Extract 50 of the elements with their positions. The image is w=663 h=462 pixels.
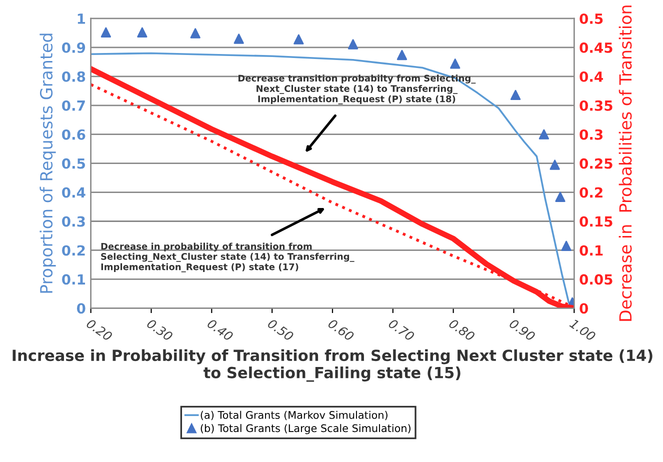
y2-tick-label: 0.15: [580, 216, 612, 227]
x-tick-label: 0.20: [86, 318, 113, 342]
y-tick-label: 1: [78, 14, 86, 24]
legend-label: (b) Total Grants (Large Scale Simulation): [200, 424, 410, 434]
x-tick-label: 1.00: [569, 318, 596, 342]
legend-label: (a) Total Grants (Markov Simulation): [200, 410, 388, 420]
annotation: Decrease in probability of transition from Selecting_Next_Cluster state (14) to Transferring_ Implementation_Request (P) state (17): [101, 242, 354, 272]
point: [396, 50, 408, 60]
x-tick-label: 0.70: [388, 318, 416, 342]
y-tick-label: 0.4: [62, 187, 86, 198]
y2-tick-label: 0.35: [580, 100, 612, 111]
y2-tick-label: 0.2: [580, 187, 602, 198]
point: [137, 27, 148, 38]
point: [561, 240, 572, 251]
point: [100, 27, 112, 38]
point: [510, 90, 521, 100]
y-tick-label: 0.2: [62, 245, 85, 256]
point: [550, 160, 560, 170]
y2-tick-label: 0.4: [580, 71, 603, 82]
y2-tick-label: 0: [580, 303, 588, 314]
point: [450, 58, 460, 69]
y-tick-label: 0.3: [62, 216, 85, 227]
y2-tick-label: 0.05: [580, 274, 612, 285]
y-axis-title: Proportion of Requests Granted: [40, 34, 56, 293]
y2-tick-label: 0.3: [580, 129, 603, 140]
x-tick-label: 0.30: [146, 318, 174, 342]
point: [234, 34, 244, 44]
y-tick-label: 0: [76, 303, 86, 314]
point: [190, 28, 200, 38]
point: [294, 34, 304, 44]
x-tick-label: 0.50: [267, 318, 294, 342]
point: [555, 192, 566, 202]
x-tick-label: 0.80: [448, 318, 476, 342]
y-tick-label: 0.7: [62, 100, 85, 111]
x-axis-title: Increase in Probability of Transition from Selecting Next Cluster state (14) to Selection_Failing state (15): [12, 349, 652, 382]
y2-tick-label: 0.5: [580, 13, 603, 24]
point: [538, 129, 550, 140]
y2-tick-label: 0.45: [580, 42, 612, 53]
y-tick-label: 0.9: [62, 42, 86, 53]
x-tick-label: 0.60: [327, 318, 355, 342]
y-tick-label: 0.1: [62, 274, 86, 285]
y2-tick-label: 0.25: [580, 158, 612, 169]
x-tick-label: 0.40: [206, 318, 234, 342]
y2-tick-label: 0.1: [580, 245, 603, 256]
y-tick-label: 0.6: [62, 129, 86, 140]
y2-axis-title: Decrease in Probabilities of Transition: [618, 6, 632, 321]
point: [348, 39, 358, 50]
x-tick-label: 0.90: [508, 318, 536, 342]
y-tick-label: 0.5: [62, 158, 85, 169]
y-tick-label: 0.8: [62, 71, 86, 82]
